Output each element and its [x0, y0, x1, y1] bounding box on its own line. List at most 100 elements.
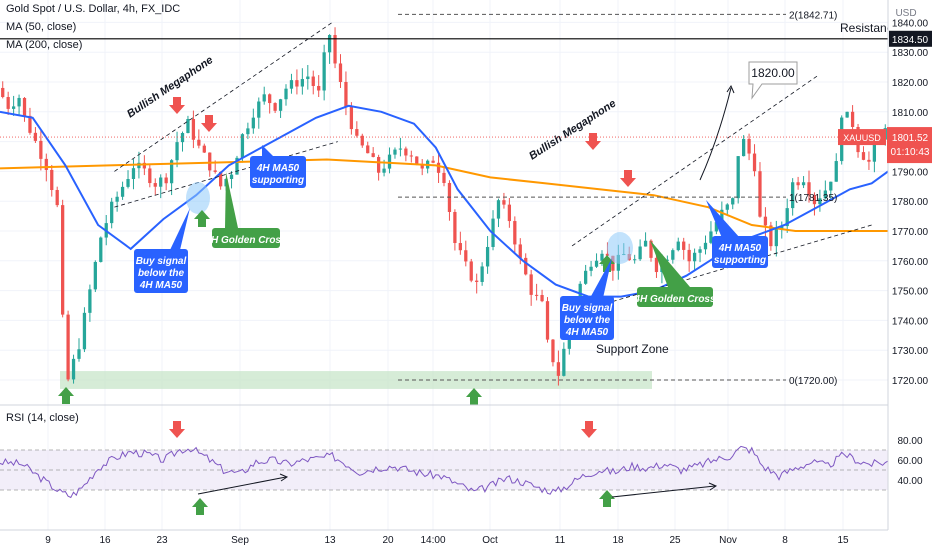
time-tick-label: 9: [45, 535, 51, 546]
price-tick-label: 1770.00: [892, 227, 929, 238]
currency-label: USD: [895, 8, 916, 19]
candle-body: [327, 35, 332, 53]
candle-body: [344, 81, 348, 107]
candle-body: [671, 250, 675, 260]
candle-body: [431, 160, 435, 163]
candle-body: [278, 99, 283, 111]
symbol-legend: Gold Spot / U.S. Dollar, 4h, FX_IDC: [6, 3, 181, 15]
candle-body: [578, 283, 582, 308]
candle-body: [126, 179, 130, 187]
projection-arrowhead: [726, 84, 735, 94]
candle-body: [153, 183, 157, 187]
candle-body: [475, 280, 479, 282]
current-price-tag: [887, 127, 932, 164]
candle-body: [240, 134, 245, 158]
candle-body: [120, 186, 125, 197]
candle-body: [93, 261, 97, 290]
sell-arrow-1: [169, 97, 185, 114]
candle-body: [371, 153, 375, 157]
buy-signal-2-line-3: 4H MA50: [565, 327, 609, 338]
candle-body: [404, 148, 408, 156]
candle-body: [600, 253, 604, 261]
rsi-divergence-1-head: [279, 473, 289, 482]
candles: [1, 27, 887, 386]
golden-cross-2-callout-pointer: [650, 240, 690, 287]
candle-body: [714, 222, 719, 232]
candle-body: [393, 149, 397, 155]
rsi-pane: [0, 404, 932, 499]
candle-body: [289, 80, 294, 89]
candle-body: [142, 162, 147, 169]
candle-body: [676, 241, 680, 251]
candle-body: [33, 132, 38, 141]
candle-body: [382, 168, 386, 173]
time-tick-label: Sep: [231, 535, 249, 546]
candle-body: [453, 211, 457, 244]
candle-body: [164, 177, 168, 184]
time-tick-label: 20: [382, 535, 394, 546]
candle-body: [322, 52, 326, 91]
candle-body: [268, 94, 272, 104]
candle-body: [387, 154, 392, 169]
rsi-divergence-1: [197, 476, 287, 495]
candle-body: [208, 152, 212, 171]
time-tick-label: 18: [612, 535, 624, 546]
rsi-tick-label: 80.00: [897, 436, 922, 447]
candle-body: [262, 94, 266, 102]
resistance-label: Resistance: [840, 21, 900, 35]
candle-body: [605, 253, 610, 256]
candle-body: [11, 106, 16, 109]
candle-body: [246, 128, 250, 135]
candle-body: [507, 204, 512, 222]
candle-body: [409, 155, 413, 157]
candle-body: [540, 295, 544, 302]
price-tick-label: 1830.00: [892, 48, 929, 59]
time-tick-label: Nov: [719, 535, 737, 546]
candle-body: [850, 111, 855, 127]
candle-body: [665, 259, 669, 261]
symbol-tag: [838, 129, 886, 146]
candle-body: [758, 171, 762, 217]
megaphone-1-bottom: [114, 141, 338, 208]
candle-body: [845, 111, 849, 118]
candle-body: [338, 63, 343, 82]
buy-signal-2-callout: [560, 296, 614, 340]
candle-body: [66, 314, 70, 380]
candle-body: [1, 87, 5, 98]
candle-body: [529, 274, 533, 295]
candle-body: [202, 145, 206, 153]
candle-body: [872, 142, 877, 162]
candle-body: [796, 182, 800, 186]
sell-arrow-4: [620, 170, 636, 187]
candle-body: [769, 225, 773, 247]
fib-1-label: 1(1781.35): [789, 193, 837, 204]
candle-body: [518, 244, 522, 258]
candle-body: [687, 249, 691, 262]
candle-body: [415, 156, 419, 165]
candle-body: [22, 97, 27, 116]
buy-signal-1-callout-pointer: [170, 208, 190, 250]
candle-body: [436, 162, 441, 173]
candle-body: [148, 168, 152, 184]
candle-body: [28, 115, 32, 133]
candle-body: [39, 140, 43, 159]
ma50-support-2-callout: [712, 236, 768, 268]
candle-body: [273, 103, 277, 111]
golden-cross-2-callout: [637, 287, 713, 307]
buy-signal-1-highlight: [186, 182, 210, 214]
price-tick-label: 1730.00: [892, 346, 929, 357]
candle-body: [71, 358, 76, 380]
candle-body: [88, 289, 92, 313]
candle-body: [594, 260, 599, 267]
golden-cross-2-line-1: 4H Golden Cross: [633, 294, 716, 305]
price-tick-label: 1820.00: [892, 78, 929, 89]
price-tick-label: 1810.00: [892, 108, 929, 119]
candle-body: [480, 266, 484, 282]
time-tick-label: 11: [555, 535, 566, 546]
chart-zones: Support Zone: [60, 342, 669, 389]
price-axis-background: [888, 0, 932, 550]
candle-body: [366, 145, 370, 154]
candle-body: [709, 231, 713, 243]
